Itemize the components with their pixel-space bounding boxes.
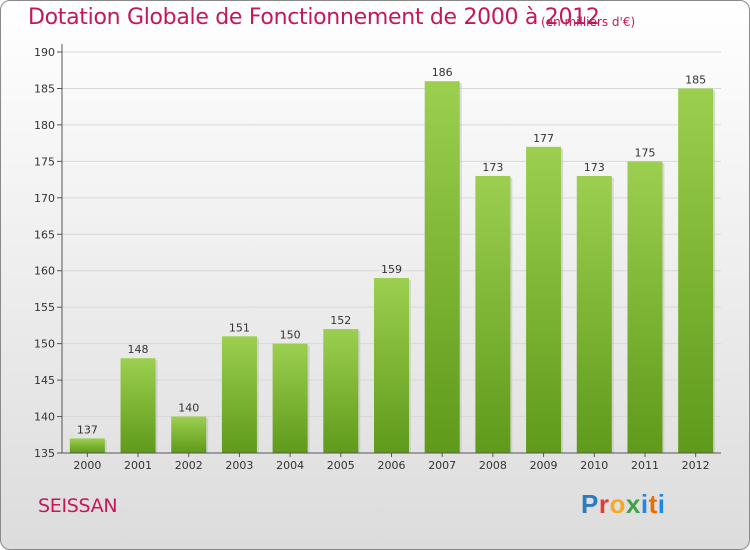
x-tick-label: 2000 bbox=[73, 459, 101, 472]
chart-title: Dotation Globale de Fonctionnement de 20… bbox=[28, 5, 600, 30]
bar bbox=[171, 416, 207, 453]
data-label: 185 bbox=[685, 73, 706, 86]
data-label: 148 bbox=[128, 343, 149, 356]
data-label: 173 bbox=[482, 161, 503, 174]
y-tick-label: 175 bbox=[34, 155, 55, 168]
y-tick-label: 140 bbox=[34, 411, 55, 424]
y-tick-label: 135 bbox=[34, 447, 55, 460]
data-label: 186 bbox=[432, 66, 453, 79]
data-label: 140 bbox=[178, 402, 199, 415]
x-tick-label: 2006 bbox=[378, 459, 406, 472]
y-tick-label: 145 bbox=[34, 374, 55, 387]
bar bbox=[526, 146, 562, 454]
bar bbox=[678, 88, 714, 454]
y-tick-label: 170 bbox=[34, 192, 55, 205]
x-tick-label: 2004 bbox=[276, 459, 304, 472]
y-tick-label: 160 bbox=[34, 265, 55, 278]
bar bbox=[475, 175, 511, 454]
y-tick-label: 185 bbox=[34, 82, 55, 95]
bar bbox=[221, 336, 257, 453]
y-tick-label: 190 bbox=[34, 46, 55, 59]
x-tick-label: 2001 bbox=[124, 459, 152, 472]
bars bbox=[69, 81, 716, 454]
data-label: 175 bbox=[634, 146, 655, 159]
y-tick-label: 165 bbox=[34, 228, 55, 241]
bar bbox=[374, 278, 409, 453]
labels: 137 148 140 151 150 152 159 186 173 177 173 175 185 bbox=[77, 66, 706, 436]
x-tick-label: 2005 bbox=[327, 459, 355, 472]
y-tick-label: 155 bbox=[34, 301, 55, 314]
y-tick-label: 180 bbox=[34, 119, 55, 132]
axes: 135 140 145 150 155 160 165 170 175 180 185 190 2000… bbox=[34, 44, 721, 472]
data-label: 177 bbox=[533, 132, 554, 145]
commune-name: SEISSAN bbox=[38, 495, 118, 517]
proxiti-logo[interactable]: Proxiti bbox=[581, 489, 666, 519]
bar bbox=[120, 358, 156, 453]
data-label: 150 bbox=[280, 329, 301, 342]
y-tick-label: 150 bbox=[34, 338, 55, 351]
bar bbox=[424, 81, 460, 453]
chart-subtitle: (en milliers d'€) bbox=[541, 15, 636, 29]
bar bbox=[69, 438, 105, 453]
bar bbox=[272, 343, 308, 453]
bar bbox=[323, 329, 359, 453]
x-tick-label: 2011 bbox=[631, 459, 659, 472]
x-tick-label: 2010 bbox=[580, 459, 608, 472]
x-tick-label: 2002 bbox=[175, 459, 203, 472]
bar bbox=[627, 161, 663, 453]
x-tick-label: 2008 bbox=[479, 459, 507, 472]
x-tick-label: 2012 bbox=[682, 459, 710, 472]
data-label: 159 bbox=[381, 263, 402, 276]
data-label: 137 bbox=[77, 423, 98, 436]
data-label: 152 bbox=[330, 314, 351, 327]
x-tick-label: 2009 bbox=[530, 459, 558, 472]
x-tick-label: 2007 bbox=[428, 459, 456, 472]
data-label: 151 bbox=[229, 321, 250, 334]
x-tick-label: 2003 bbox=[225, 459, 253, 472]
data-label: 173 bbox=[584, 161, 605, 174]
bar bbox=[576, 175, 612, 454]
